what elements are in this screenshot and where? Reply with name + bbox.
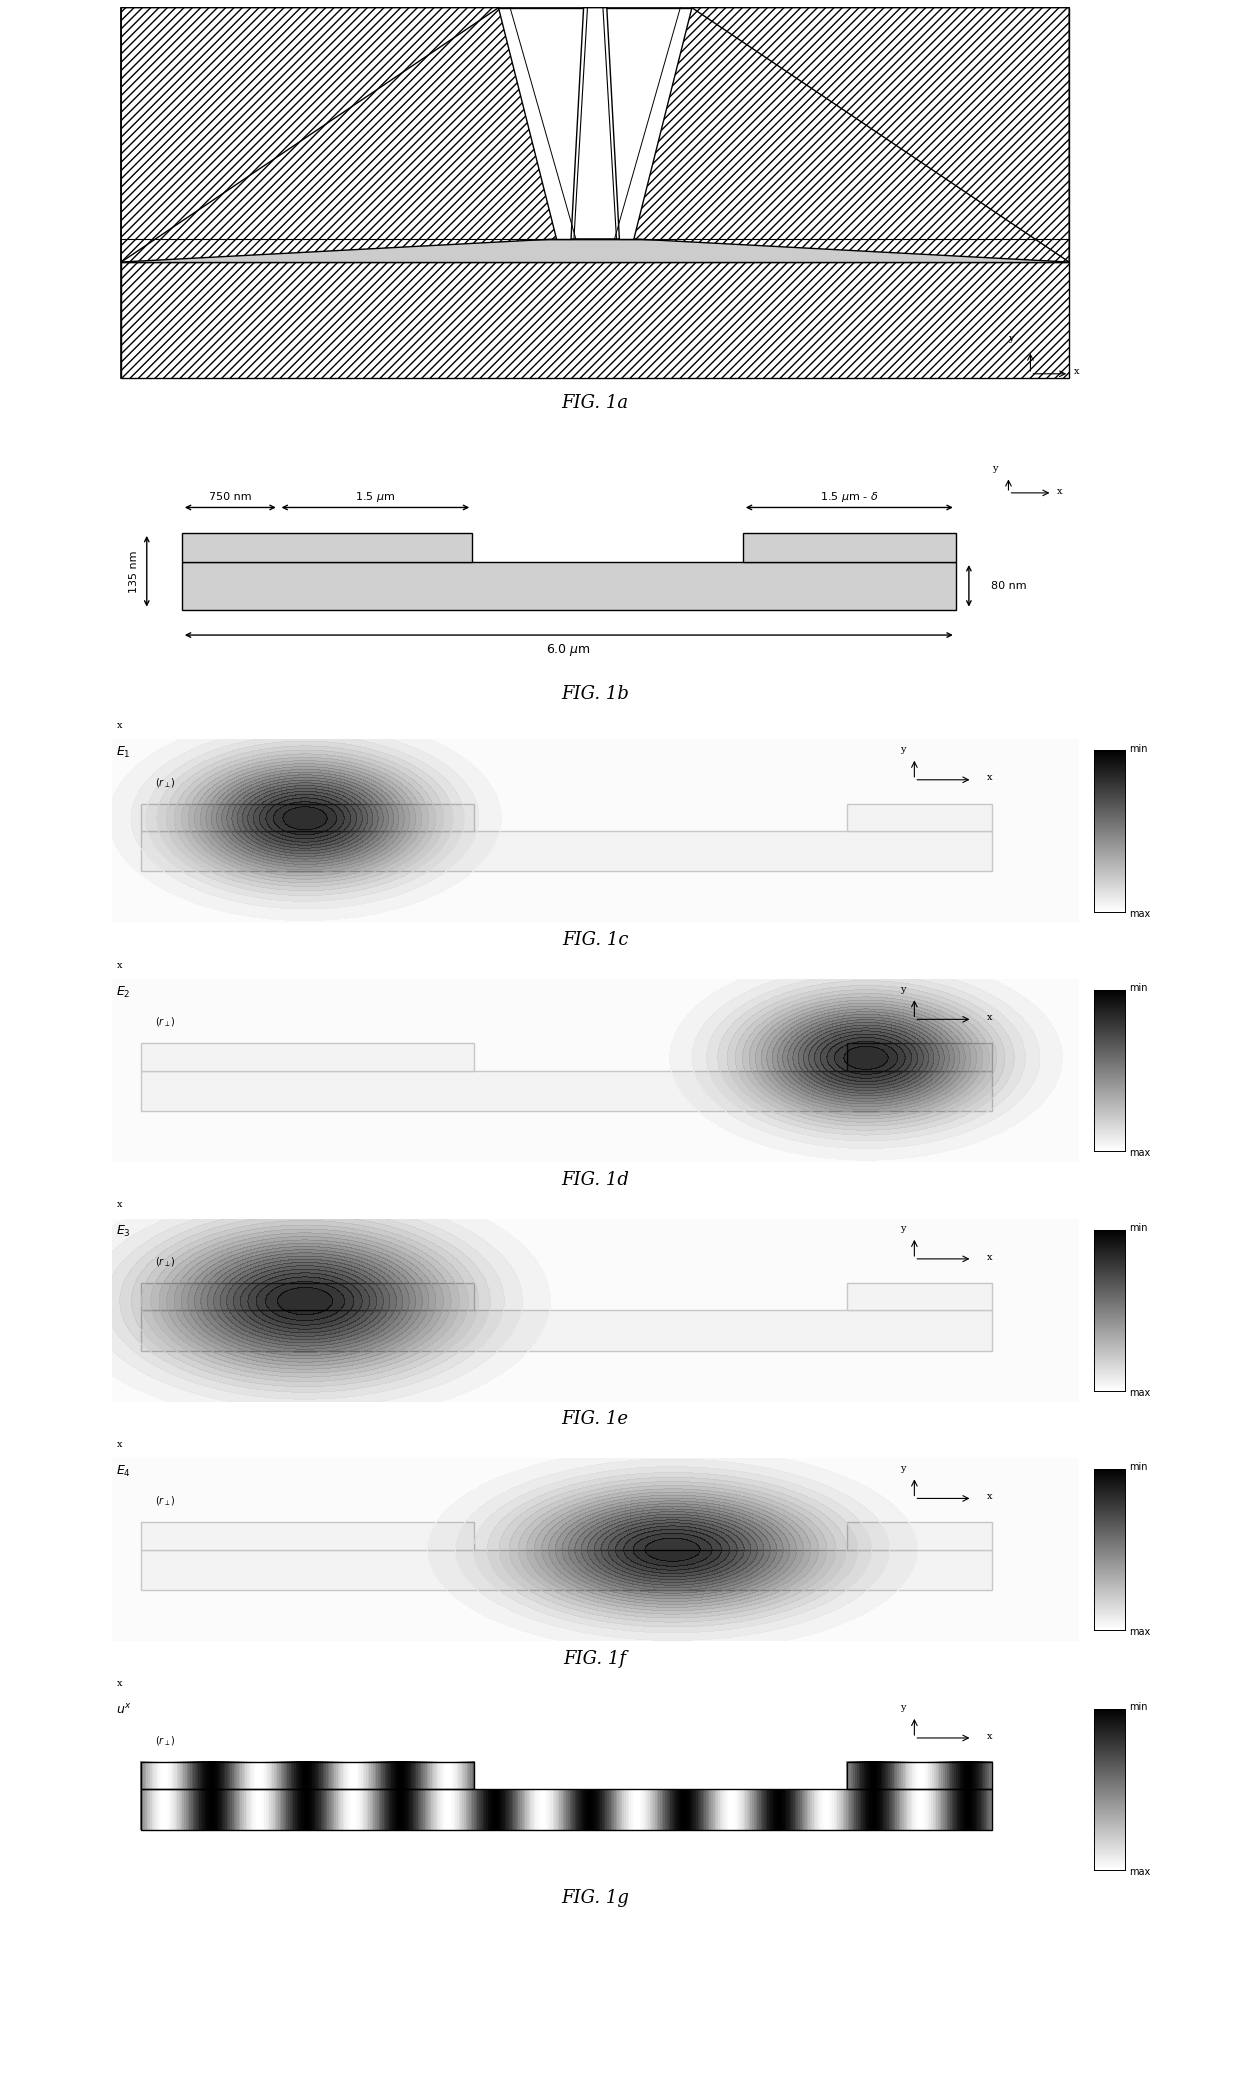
Text: $u^x$: $u^x$ bbox=[117, 1704, 133, 1716]
Text: min: min bbox=[1130, 983, 1148, 994]
Text: y: y bbox=[1008, 333, 1014, 344]
Text: y: y bbox=[900, 1704, 905, 1712]
Text: 750 nm: 750 nm bbox=[210, 492, 252, 502]
Text: x: x bbox=[1056, 487, 1063, 496]
Bar bbox=[140, 1071, 992, 1110]
Text: y: y bbox=[900, 746, 905, 754]
Text: x: x bbox=[987, 1731, 992, 1741]
Bar bbox=[847, 1523, 992, 1550]
Bar bbox=[847, 1044, 992, 1071]
Polygon shape bbox=[570, 8, 620, 240]
Text: y: y bbox=[900, 1464, 905, 1473]
Text: max: max bbox=[1130, 908, 1151, 919]
Polygon shape bbox=[634, 8, 1069, 262]
Bar bbox=[847, 1283, 992, 1310]
Text: FIG. 1e: FIG. 1e bbox=[562, 1410, 629, 1429]
Bar bbox=[140, 831, 992, 871]
Bar bbox=[122, 262, 1069, 377]
Text: FIG. 1d: FIG. 1d bbox=[562, 1171, 629, 1189]
Text: $E_4$: $E_4$ bbox=[117, 1464, 131, 1479]
Bar bbox=[140, 1789, 992, 1829]
Bar bbox=[182, 533, 472, 562]
Text: $E_2$: $E_2$ bbox=[117, 985, 131, 1000]
Text: $E_1$: $E_1$ bbox=[117, 746, 131, 760]
Text: $E_3$: $E_3$ bbox=[117, 1225, 131, 1239]
Bar bbox=[140, 1283, 474, 1310]
Text: 6.0 $\mu$m: 6.0 $\mu$m bbox=[547, 642, 591, 658]
Text: x: x bbox=[117, 721, 122, 731]
Text: min: min bbox=[1130, 1702, 1148, 1712]
Text: y: y bbox=[992, 465, 998, 473]
Text: FIG. 1g: FIG. 1g bbox=[562, 1889, 629, 1908]
Text: x: x bbox=[117, 960, 122, 971]
Bar bbox=[140, 1550, 992, 1589]
Text: $(r_\perp)$: $(r_\perp)$ bbox=[155, 1256, 176, 1269]
Bar bbox=[140, 1523, 474, 1550]
Text: 1.5 $\mu$m: 1.5 $\mu$m bbox=[355, 490, 396, 504]
Text: y: y bbox=[900, 985, 905, 994]
Bar bbox=[140, 1310, 992, 1350]
Text: x: x bbox=[117, 1679, 122, 1689]
Text: x: x bbox=[1074, 367, 1080, 377]
Text: 80 nm: 80 nm bbox=[991, 581, 1027, 592]
Text: $(r_\perp)$: $(r_\perp)$ bbox=[155, 1017, 176, 1029]
Bar bbox=[743, 533, 956, 562]
Text: x: x bbox=[987, 1491, 992, 1502]
Text: x: x bbox=[987, 1252, 992, 1262]
Bar bbox=[847, 1762, 992, 1789]
Text: max: max bbox=[1130, 1148, 1151, 1158]
Bar bbox=[140, 804, 474, 831]
Bar bbox=[847, 804, 992, 831]
Bar bbox=[182, 562, 956, 610]
Text: min: min bbox=[1130, 1462, 1148, 1473]
Bar bbox=[122, 8, 1069, 240]
Text: FIG. 1a: FIG. 1a bbox=[562, 394, 629, 412]
Text: max: max bbox=[1130, 1387, 1151, 1398]
Bar bbox=[140, 1762, 474, 1789]
Text: max: max bbox=[1130, 1627, 1151, 1637]
Text: max: max bbox=[1130, 1866, 1151, 1877]
Text: 1.5 $\mu$m - $\delta$: 1.5 $\mu$m - $\delta$ bbox=[820, 490, 879, 504]
Text: x: x bbox=[117, 1200, 122, 1210]
Text: $(r_\perp)$: $(r_\perp)$ bbox=[155, 777, 176, 789]
Polygon shape bbox=[122, 8, 557, 262]
Text: x: x bbox=[117, 1439, 122, 1450]
Text: x: x bbox=[987, 1012, 992, 1023]
Text: FIG. 1b: FIG. 1b bbox=[562, 685, 629, 704]
Text: $(r_\perp)$: $(r_\perp)$ bbox=[155, 1496, 176, 1508]
Text: $(r_\perp)$: $(r_\perp)$ bbox=[155, 1735, 176, 1748]
Text: min: min bbox=[1130, 744, 1148, 754]
Bar bbox=[140, 1044, 474, 1071]
Text: y: y bbox=[900, 1225, 905, 1233]
Bar bbox=[122, 240, 1069, 262]
Text: 135 nm: 135 nm bbox=[129, 550, 139, 592]
Text: min: min bbox=[1130, 1223, 1148, 1233]
Text: x: x bbox=[987, 773, 992, 783]
Text: FIG. 1f: FIG. 1f bbox=[564, 1650, 626, 1668]
Text: FIG. 1c: FIG. 1c bbox=[562, 931, 629, 950]
